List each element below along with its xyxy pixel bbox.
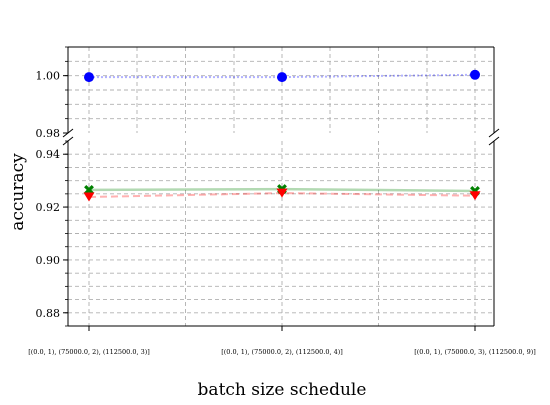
bottom-panel: 0.88 0.90 0.92 0.94: [36, 140, 495, 331]
y-tick-label: 1.00: [36, 70, 61, 83]
data-point-circle: [277, 72, 287, 83]
y-tick-label: 0.88: [36, 307, 61, 320]
break-mark: [62, 128, 74, 138]
category-labels: [(0.0, 1), (75000.0, 2), (112500.0, 3)] […: [28, 348, 536, 356]
y-axis-title: accuracy: [8, 153, 28, 231]
data-point-triangle: [83, 192, 95, 202]
x-tick-label: [(0.0, 1), (75000.0, 2), (112500.0, 3)]: [28, 348, 150, 356]
break-mark: [62, 136, 74, 146]
data-point-circle: [470, 69, 480, 80]
data-point-triangle: [469, 191, 481, 201]
data-point-circle: [84, 72, 94, 83]
y-tick-label: 0.98: [36, 127, 61, 140]
x-tick-label: [(0.0, 1), (75000.0, 3), (112500.0, 9)]: [414, 348, 536, 356]
axis-break-marks: [62, 128, 500, 146]
break-mark: [488, 128, 500, 138]
x-axis-title: batch size schedule: [198, 380, 367, 400]
x-tick-label: [(0.0, 1), (75000.0, 2), (112500.0, 4)]: [221, 348, 343, 356]
break-mark: [488, 136, 500, 146]
y-tick-label: 0.90: [36, 254, 61, 267]
top-panel: 0.98 1.00: [36, 46, 495, 140]
y-tick-label: 0.94: [36, 148, 61, 161]
data-point-triangle: [276, 188, 288, 198]
y-tick-label: 0.92: [36, 201, 61, 214]
data-point-x: [84, 184, 94, 195]
